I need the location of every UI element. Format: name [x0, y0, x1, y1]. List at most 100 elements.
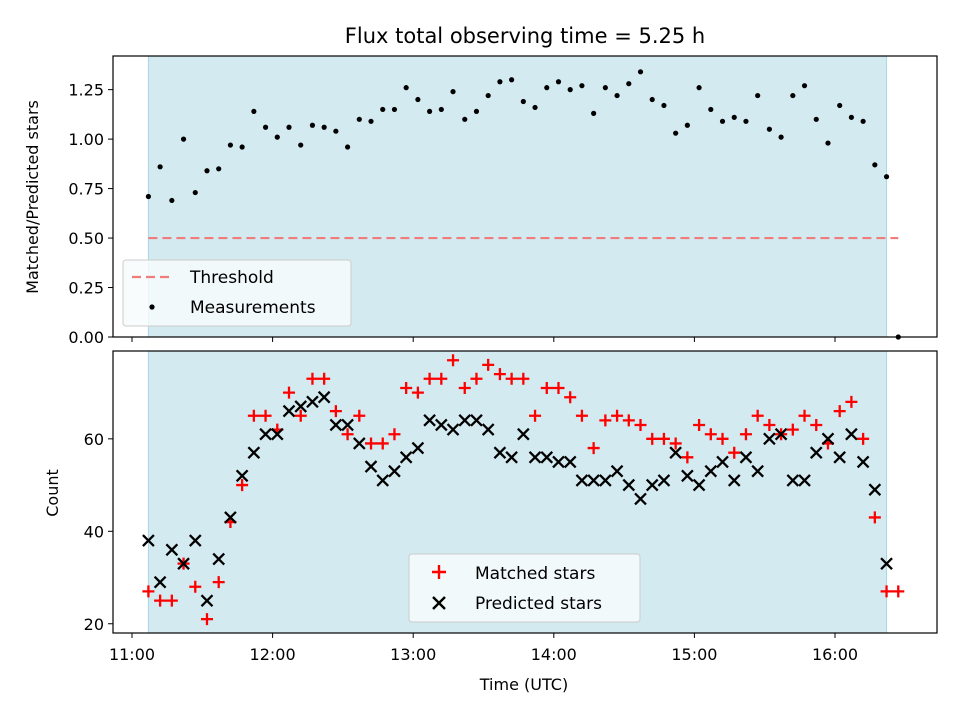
predicted-star-point: [610, 464, 624, 478]
measurement-point: [227, 142, 234, 148]
matched-star-point: [704, 428, 717, 441]
measurement-point: [567, 87, 573, 93]
predicted-star-point: [880, 557, 893, 570]
measurement-point: [415, 96, 421, 103]
matched-star-point: [728, 446, 741, 459]
ratio-legend-box: [122, 259, 352, 327]
measurement-point: [333, 128, 339, 134]
matched-star-point: [294, 409, 307, 422]
measurement-point: [673, 130, 679, 136]
measurement-point: [602, 85, 608, 91]
predicted-star-point: [716, 455, 729, 469]
matched-star-point: [341, 428, 354, 441]
predicted-star-point: [552, 455, 565, 469]
matched-star-point: [868, 511, 881, 524]
matched-star-point: [470, 372, 483, 385]
measurement-point: [626, 81, 632, 87]
matched-star-point: [388, 428, 401, 441]
predicted-star-point: [493, 446, 507, 460]
count-y-tick-label: 40: [84, 522, 104, 541]
measurement-point: [801, 83, 808, 89]
measurement-point: [274, 134, 280, 140]
legend-predicted-label: Predicted stars: [475, 594, 602, 614]
predicted-star-point: [317, 390, 331, 404]
predicted-star-point: [739, 451, 753, 464]
matched-star-point: [786, 423, 799, 436]
matched-star-point: [564, 391, 577, 404]
matched-star-point: [669, 437, 682, 450]
measurement-point: [239, 144, 245, 150]
predicted-star-point: [435, 418, 448, 432]
ratio-axis: 0.00 0.25 0.50 0.75 1.00 1.25: [68, 81, 836, 347]
matched-star-point: [142, 585, 155, 598]
predicted-star-point: [247, 446, 261, 460]
predicted-star-point: [868, 483, 882, 497]
ratio-panel-frame: [112, 55, 938, 338]
predicted-star-point: [692, 478, 706, 492]
predicted-star-point: [587, 474, 600, 487]
matched-star-point: [540, 381, 553, 394]
ratio-y-tick-label: 0.75: [68, 180, 104, 199]
predicted-star-point: [364, 460, 378, 473]
matched-star-point: [435, 372, 448, 385]
measurement-point: [216, 166, 222, 172]
predicted-star-point: [517, 427, 530, 441]
predicted-star-point: [657, 474, 671, 487]
measurement-point: [427, 108, 433, 115]
matched-star-point: [447, 354, 460, 367]
matched-star-point: [622, 414, 635, 427]
measurement-point: [766, 126, 772, 132]
predicted-star-point: [446, 423, 460, 436]
matched-star-point: [634, 418, 647, 431]
measurement-point: [719, 118, 726, 124]
measurement-point: [755, 92, 761, 99]
count-panel: 20 40 60 11:00 12:00 13:00 14:00 15:00 16:00 Cou…: [43, 350, 938, 694]
predicted-star-point: [727, 474, 741, 487]
predicted-star-point: [599, 474, 612, 487]
measurement-point: [356, 116, 362, 122]
matched-star-point: [552, 381, 565, 394]
matched-star-point: [517, 372, 530, 385]
matched-star-point: [353, 409, 366, 422]
measurement-point: [462, 116, 468, 122]
count-legend-box: [408, 553, 641, 623]
predicted-star-point: [481, 423, 495, 436]
predicted-star-point: [634, 492, 647, 506]
measurement-point: [848, 114, 855, 120]
matched-star-point: [657, 432, 670, 445]
matched-star-point: [400, 381, 413, 394]
predicted-star-point: [786, 474, 800, 487]
legend-threshold-label: Threshold: [189, 268, 274, 288]
count-x-tick-label: 14:00: [531, 645, 577, 664]
predicted-star-point: [142, 534, 155, 547]
predicted-star-point: [329, 418, 343, 432]
measurement-point: [731, 114, 737, 120]
matched-star-point: [529, 409, 542, 422]
matched-star-point: [587, 442, 600, 455]
measurement-point: [813, 116, 819, 122]
predicted-star-point: [177, 557, 190, 570]
count-x-tick-label: 13:00: [390, 645, 436, 664]
matched-star-point: [857, 432, 870, 445]
measurement-point: [825, 140, 831, 146]
measurement-point: [145, 193, 152, 200]
matched-star-point: [810, 418, 823, 431]
predicted-star-point: [845, 427, 858, 441]
count-legend: Matched stars Predicted stars: [408, 553, 641, 623]
matched-star-point: [165, 594, 178, 607]
predicted-star-point: [540, 451, 554, 464]
measurement-point: [497, 79, 503, 85]
measurement-point: [696, 85, 702, 91]
matched-star-point: [798, 409, 811, 422]
matched-star-point: [411, 386, 424, 399]
predicted-star-point: [575, 474, 589, 487]
measurement-points: [145, 69, 901, 340]
ratio-y-tick-label: 0.50: [68, 229, 104, 248]
matched-star-point: [482, 358, 495, 371]
predicted-star-point: [669, 446, 682, 460]
measurement-point: [708, 106, 714, 113]
measurement-point: [251, 108, 257, 115]
matched-star-point: [247, 409, 260, 422]
matched-star-point: [833, 405, 846, 418]
